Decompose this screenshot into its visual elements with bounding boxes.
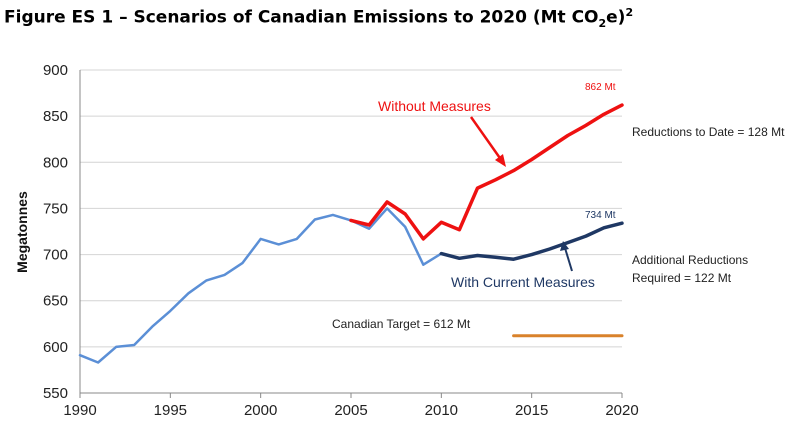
additional-reductions-line1: Additional Reductions	[632, 253, 748, 267]
with-current-measures-arrowhead	[560, 241, 569, 251]
x-tick-label-2010: 2010	[425, 402, 458, 419]
figure-title-superscript: 2	[625, 6, 634, 19]
figure-title-main: Figure ES 1 – Scenarios of Canadian Emis…	[4, 7, 599, 28]
figure-title: Figure ES 1 – Scenarios of Canadian Emis…	[4, 6, 633, 30]
y-tick-label-750: 750	[43, 200, 68, 217]
reductions-to-date-label: Reductions to Date = 128 Mt	[632, 125, 785, 139]
x-tick-label-1995: 1995	[154, 402, 187, 419]
with-current-measures-arrow	[564, 247, 573, 272]
x-tick-label-2005: 2005	[334, 402, 367, 419]
with-current-measures-label: With Current Measures	[451, 274, 595, 290]
figure-title-subscript: 2	[598, 17, 607, 31]
x-tick-label-2000: 2000	[244, 402, 277, 419]
canadian-target-label: Canadian Target = 612 Mt	[332, 317, 471, 331]
x-tick-marks	[79, 393, 623, 398]
without-measures-arrow	[469, 116, 504, 162]
x-tick-label-1990: 1990	[63, 402, 96, 419]
y-axis-label: Megatonnes	[14, 191, 30, 273]
end-value-734: 734 Mt	[585, 210, 616, 221]
without-measures-arrowhead	[495, 154, 506, 167]
series-line-without-measures	[349, 103, 624, 241]
series-line-with-current-measures	[439, 221, 624, 261]
y-tick-label-900: 900	[43, 62, 68, 79]
y-tick-label-650: 650	[43, 293, 68, 310]
gridlines	[80, 69, 622, 348]
figure-title-e: e)	[606, 7, 626, 28]
y-tick-label-800: 800	[43, 154, 68, 171]
additional-reductions-line2: Required = 122 Mt	[632, 271, 732, 285]
x-tick-labels: 1990 1995 2000 2005 2010 2015 2020	[63, 402, 638, 419]
end-value-862: 862 Mt	[585, 82, 616, 93]
series-group	[78, 103, 624, 364]
series-line-historical	[78, 207, 443, 364]
y-tick-labels: 550 600 650 700 750 800 850 900	[43, 62, 68, 402]
y-tick-label-700: 700	[43, 247, 68, 264]
without-measures-label: Without Measures	[378, 98, 491, 114]
x-tick-label-2015: 2015	[515, 402, 548, 419]
y-tick-label-550: 550	[43, 385, 68, 402]
y-tick-label-600: 600	[43, 339, 68, 356]
y-tick-label-850: 850	[43, 108, 68, 125]
x-tick-label-2020: 2020	[605, 402, 638, 419]
